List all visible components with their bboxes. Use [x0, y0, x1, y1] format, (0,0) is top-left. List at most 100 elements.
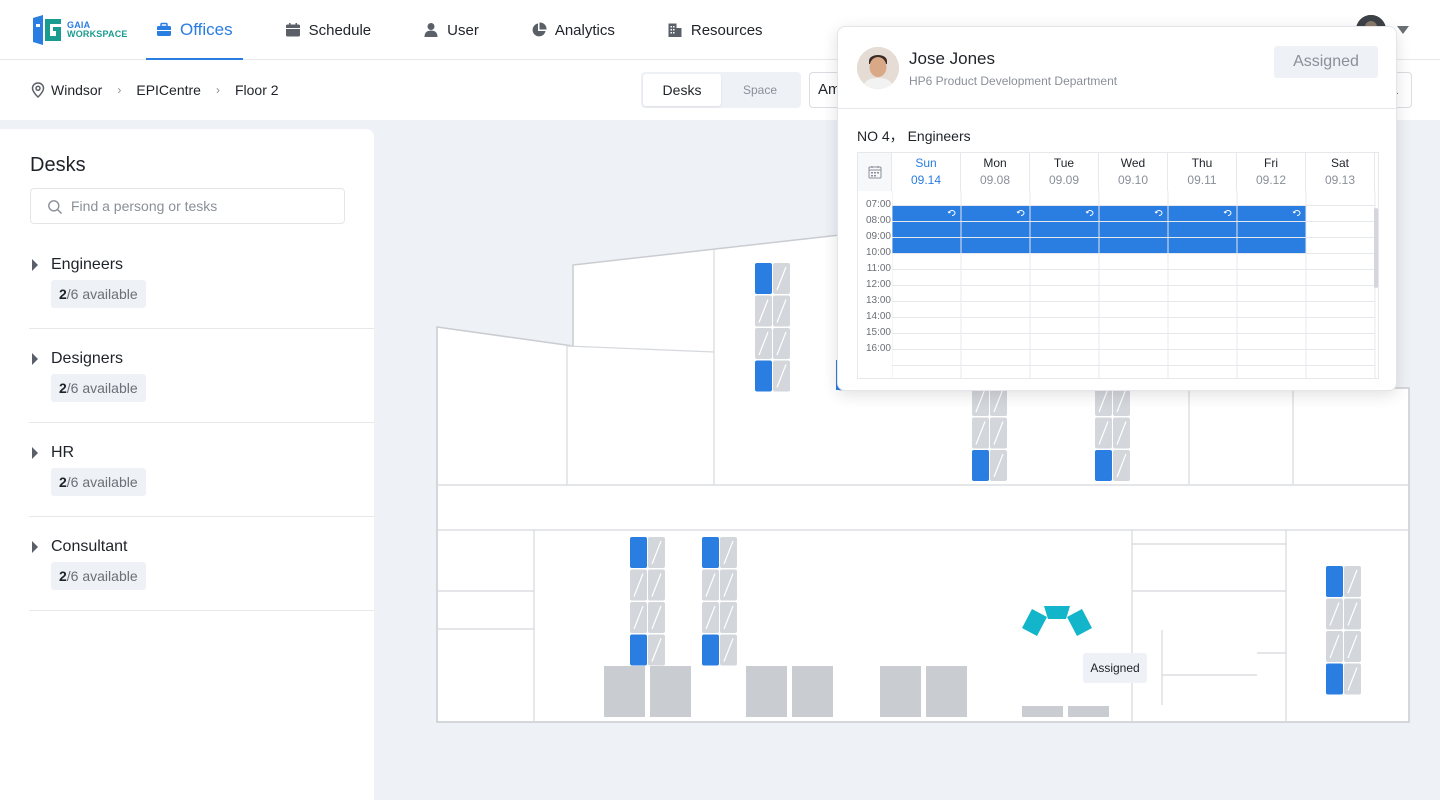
calendar-hour-label: 07:00 — [865, 199, 891, 210]
booking-block[interactable] — [1168, 238, 1237, 253]
booking-block[interactable] — [1237, 222, 1306, 237]
booking-block[interactable] — [1168, 206, 1237, 221]
search-input[interactable] — [71, 189, 341, 223]
calendar-day-date: 09.08 — [979, 173, 1011, 187]
week-calendar: Sun 09.14 Mon 09.08 Tue 09.09 Wed 09.10 Thu 09.11… — [857, 152, 1379, 379]
group-engineers[interactable]: Engineers 2/6 available — [29, 235, 374, 329]
assigned-status-button[interactable]: Assigned — [1274, 46, 1378, 78]
desk-available[interactable] — [972, 450, 989, 481]
person-name: Jose Jones — [909, 49, 995, 68]
booking-block[interactable] — [1237, 206, 1306, 221]
chevron-right-icon: › — [117, 83, 122, 97]
caret-right-icon[interactable] — [32, 447, 38, 459]
desk-occupied-hatch — [651, 573, 662, 597]
desk-available[interactable] — [630, 537, 647, 568]
desk-available[interactable] — [1095, 450, 1112, 481]
caret-right-icon[interactable] — [32, 353, 38, 365]
booking-block[interactable] — [1030, 206, 1099, 221]
desk-available[interactable] — [702, 537, 719, 568]
booking-block[interactable] — [1099, 238, 1168, 253]
nav-user[interactable]: User — [413, 0, 489, 60]
calendar-day-wed[interactable]: Wed 09.10 — [1099, 153, 1168, 191]
calendar-hour-label: 15:00 — [865, 327, 891, 338]
booking-block[interactable] — [961, 238, 1030, 253]
nav-schedule[interactable]: Schedule — [275, 0, 382, 60]
breadcrumb-floor[interactable]: Floor 2 — [234, 82, 279, 98]
desk-available[interactable] — [1326, 663, 1343, 695]
desk-available[interactable] — [755, 360, 772, 392]
booking-block[interactable] — [1237, 238, 1306, 253]
desk-occupied-hatch — [1098, 421, 1109, 445]
nav-analytics[interactable]: Analytics — [521, 0, 625, 60]
calendar-day-sat[interactable]: Sat 09.13 — [1306, 153, 1375, 191]
calendar-day-tue[interactable]: Tue 09.09 — [1030, 153, 1099, 191]
floor-map[interactable] — [374, 120, 1440, 800]
nav-resources[interactable]: Resources — [657, 0, 773, 60]
app-logo[interactable]: GAIA WORKSPACE — [31, 14, 127, 46]
caret-right-icon[interactable] — [32, 259, 38, 271]
calendar-hour-label: 10:00 — [865, 247, 891, 258]
desk-available[interactable] — [1326, 566, 1343, 597]
breadcrumb-epicentre[interactable]: EPICentre — [136, 82, 201, 98]
calendar-grid[interactable] — [892, 191, 1378, 379]
availability-badge: 2/6 available — [51, 562, 146, 590]
desk-available[interactable] — [755, 263, 772, 294]
group-consultant[interactable]: Consultant 2/6 available — [29, 517, 374, 611]
desk-occupied-hatch — [1347, 634, 1358, 659]
view-toggle-desks[interactable]: Desks — [643, 74, 721, 106]
booking-block[interactable] — [961, 206, 1030, 221]
caret-right-icon[interactable] — [32, 541, 38, 553]
booking-block[interactable] — [892, 222, 961, 237]
briefcase-icon — [157, 22, 171, 36]
search-box — [30, 188, 345, 224]
desk-occupied-hatch — [633, 605, 644, 630]
calendar-hour-label: 09:00 — [865, 231, 891, 242]
available-total: /6 available — [66, 380, 138, 396]
calendar-day-sun[interactable]: Sun 09.14 — [892, 153, 961, 191]
group-hr[interactable]: HR 2/6 available — [29, 423, 374, 517]
availability-badge: 2/6 available — [51, 280, 146, 308]
calendar-day-date: 09.09 — [1048, 173, 1080, 187]
calendar-day-name: Sun — [915, 156, 937, 170]
calendar-day-fri[interactable]: Fri 09.12 — [1237, 153, 1306, 191]
booking-block[interactable] — [1168, 222, 1237, 237]
desk-occupied-hatch — [1329, 634, 1340, 659]
desk-occupied-hatch — [975, 421, 986, 445]
desk-occupied-hatch — [758, 331, 769, 356]
calendar-scrollbar[interactable] — [1374, 208, 1378, 288]
user-menu-chevron-down-icon[interactable] — [1397, 26, 1409, 34]
booking-block[interactable] — [1099, 222, 1168, 237]
booking-block[interactable] — [1099, 206, 1168, 221]
calendar-day-date: 09.14 — [910, 173, 942, 187]
calendar-day-mon[interactable]: Mon 09.08 — [961, 153, 1030, 191]
desk-occupied-hatch — [1116, 388, 1127, 413]
desk-occupied-hatch — [651, 540, 662, 565]
calendar-icon[interactable] — [868, 165, 882, 179]
desk-occupied-hatch — [723, 540, 734, 565]
calendar-day-name: Sat — [1330, 156, 1349, 170]
desk-available[interactable] — [702, 634, 719, 666]
booking-block[interactable] — [892, 238, 961, 253]
breadcrumb-windsor[interactable]: Windsor — [51, 82, 103, 98]
group-designers[interactable]: Designers 2/6 available — [29, 329, 374, 423]
view-toggle-space[interactable]: Space — [742, 83, 778, 97]
repeat-icon — [1223, 210, 1232, 216]
person-photo-icon — [857, 47, 899, 89]
booking-block[interactable] — [961, 222, 1030, 237]
booking-block[interactable] — [1030, 238, 1099, 253]
booking-block[interactable] — [1030, 222, 1099, 237]
booking-block[interactable] — [892, 206, 961, 221]
desk-occupied-hatch — [776, 266, 787, 291]
breadcrumb: Windsor › EPICentre › Floor 2 — [31, 60, 279, 120]
calendar-day-name: Tue — [1053, 156, 1075, 170]
desk-occupied-hatch — [1098, 388, 1109, 413]
available-total: /6 available — [66, 474, 138, 490]
desk-available[interactable] — [630, 634, 647, 666]
logo-text-bottom: WORKSPACE — [67, 29, 128, 39]
nav-offices[interactable]: Offices — [146, 0, 243, 60]
calendar-day-name: Wed — [1120, 156, 1146, 170]
repeat-icon — [1292, 210, 1301, 216]
calendar-hour-label: 12:00 — [865, 279, 891, 290]
calendar-icon — [285, 23, 300, 37]
calendar-day-thu[interactable]: Thu 09.11 — [1168, 153, 1237, 191]
